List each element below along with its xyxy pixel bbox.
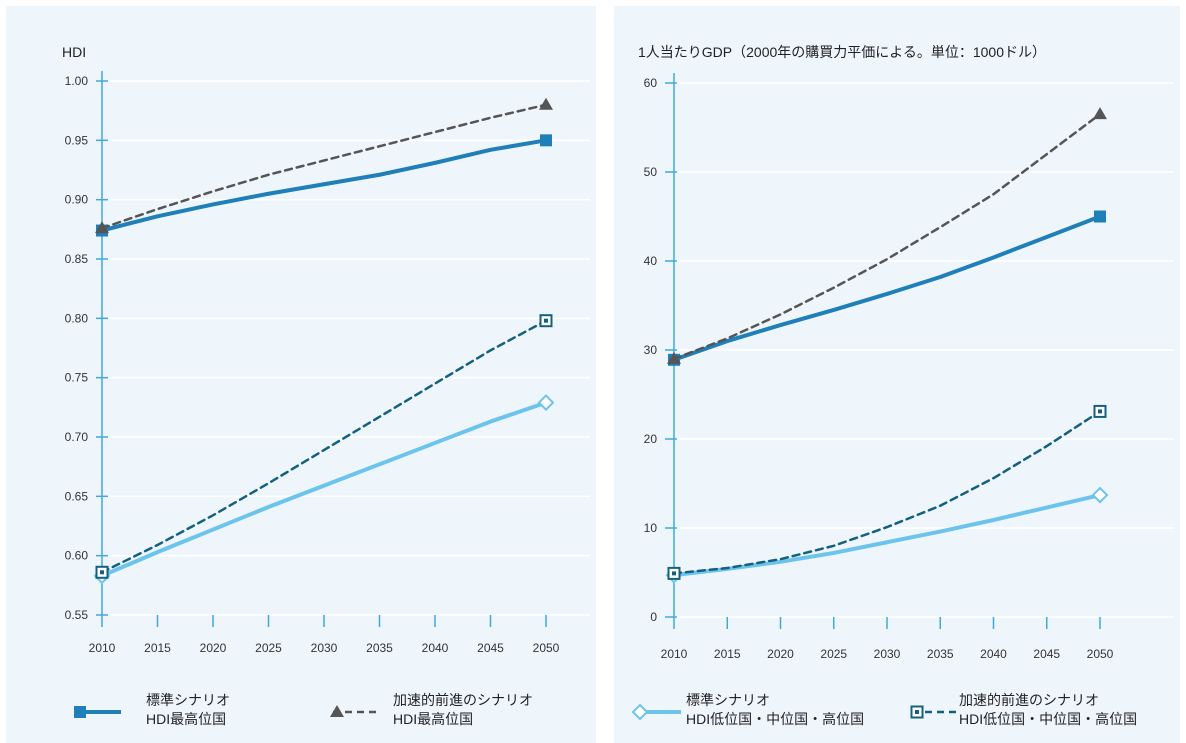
data-point-acc_top-start <box>667 351 681 364</box>
y-tick-label: 0.60 <box>65 549 89 563</box>
hdi-chart-panel: HDI 0.55 0.60 0.65 0.70 0.75 0.80 0.85 0.90 0.95… <box>6 6 596 743</box>
x-tick-label: 2035 <box>927 647 954 661</box>
y-tick-label: 20 <box>644 432 658 446</box>
legend-entry: 加速的前進のシナリオ HDI最高位国 <box>330 692 533 727</box>
legend-entry: 標準シナリオ HDI最高位国 <box>74 692 230 727</box>
x-tick-label: 2025 <box>820 647 847 661</box>
data-point-acc_low-start <box>667 566 681 580</box>
chart-title: 1人当たりGDP（2000年の購買力平価による。単位：1000ドル） <box>638 44 1046 60</box>
y-tick-label: 60 <box>644 76 658 90</box>
y-tick-label: 40 <box>644 254 658 268</box>
y-tick-label: 0.65 <box>65 489 89 503</box>
series-line-std_top <box>100 138 548 233</box>
gdp-chart-panel: 1人当たりGDP（2000年の購買力平価による。単位：1000ドル） 0 10 20… <box>614 6 1180 743</box>
data-point-acc_top-end <box>539 97 553 110</box>
x-tick-label: 2020 <box>200 641 227 655</box>
x-tick-label: 2035 <box>366 641 393 655</box>
series-acc_top <box>95 97 553 234</box>
x-tick-label: 2015 <box>714 647 741 661</box>
legend-marker <box>330 705 344 717</box>
x-tick-label: 2010 <box>89 641 116 655</box>
y-tick-label: 0.95 <box>65 133 89 147</box>
legend-entry: 標準シナリオ HDI低位国・中位国・高位国 <box>631 692 864 727</box>
legend-marker <box>910 705 924 719</box>
legend-label-group: HDI低位国・中位国・高位国 <box>959 711 1137 727</box>
series-std_top <box>668 210 1106 366</box>
legend-label-scenario: 加速的前進のシナリオ <box>959 692 1099 708</box>
x-tick-label: 2015 <box>144 641 171 655</box>
legend-label-scenario: 標準シナリオ <box>146 692 230 708</box>
series-acc_low <box>667 404 1107 580</box>
y-tick-label: 0 <box>650 610 657 624</box>
series-line-acc_low <box>100 319 548 574</box>
chart-title: HDI <box>62 44 86 60</box>
legend-marker <box>631 703 649 721</box>
y-tick-label: 50 <box>644 165 658 179</box>
x-tick-label: 2030 <box>874 647 901 661</box>
data-point-acc_low-end <box>539 314 553 328</box>
data-point-acc_top-end <box>1093 107 1107 120</box>
y-tick-label: 0.70 <box>65 430 89 444</box>
series-std_low <box>93 394 555 585</box>
gdp-per-capita-chart: 1人当たりGDP（2000年の購買力平価による。単位：1000ドル） 0 10 20… <box>631 44 1174 727</box>
y-tick-label: 1.00 <box>65 74 89 88</box>
y-tick-label: 0.85 <box>65 252 89 266</box>
legend-label-scenario: 加速的前進のシナリオ <box>393 692 533 708</box>
data-point-acc_low-start <box>95 565 109 579</box>
series-line-acc_top <box>672 112 1102 361</box>
series-std_low <box>665 486 1109 584</box>
y-tick-label: 0.90 <box>65 193 89 207</box>
y-tick-label: 0.55 <box>65 608 89 622</box>
series-line-acc_low <box>672 410 1102 575</box>
x-tick-label: 2045 <box>477 641 504 655</box>
y-tick-label: 30 <box>644 343 658 357</box>
y-tick-label: 0.80 <box>65 311 89 325</box>
series-std_top <box>96 134 552 237</box>
series-acc_top <box>667 107 1107 364</box>
x-tick-label: 2025 <box>255 641 282 655</box>
x-tick-label: 2020 <box>767 647 794 661</box>
series-line-std_low <box>100 400 548 578</box>
hdi-chart: HDI 0.55 0.60 0.65 0.70 0.75 0.80 0.85 0.90 0.95… <box>62 44 590 727</box>
x-tick-label: 2040 <box>980 647 1007 661</box>
data-point-std_top-end <box>1094 210 1106 223</box>
x-tick-label: 2050 <box>1087 647 1114 661</box>
legend-marker <box>74 706 86 718</box>
x-tick-label: 2040 <box>422 641 449 655</box>
series-line-acc_top <box>100 103 548 230</box>
data-point-std_low-end <box>1091 486 1109 504</box>
x-tick-label: 2030 <box>311 641 338 655</box>
y-tick-label: 0.75 <box>65 371 89 385</box>
series-acc_low <box>95 314 553 579</box>
series-line-std_top <box>672 214 1102 362</box>
data-point-acc_low-end <box>1093 404 1107 418</box>
legend-label-group: HDI最高位国 <box>146 711 226 727</box>
series-line-std_low <box>672 493 1102 578</box>
x-tick-label: 2045 <box>1033 647 1060 661</box>
legend-label-group: HDI最高位国 <box>393 711 473 727</box>
legend-entry: 加速的前進のシナリオ HDI低位国・中位国・高位国 <box>910 692 1137 727</box>
data-point-std_low-end <box>537 394 555 412</box>
data-point-acc_top-start <box>95 221 109 234</box>
y-tick-label: 10 <box>644 521 658 535</box>
x-tick-label: 2010 <box>661 647 688 661</box>
legend-label-scenario: 標準シナリオ <box>686 692 770 708</box>
x-tick-label: 2050 <box>533 641 560 655</box>
data-point-std_top-end <box>540 134 552 147</box>
legend-label-group: HDI低位国・中位国・高位国 <box>686 711 864 727</box>
